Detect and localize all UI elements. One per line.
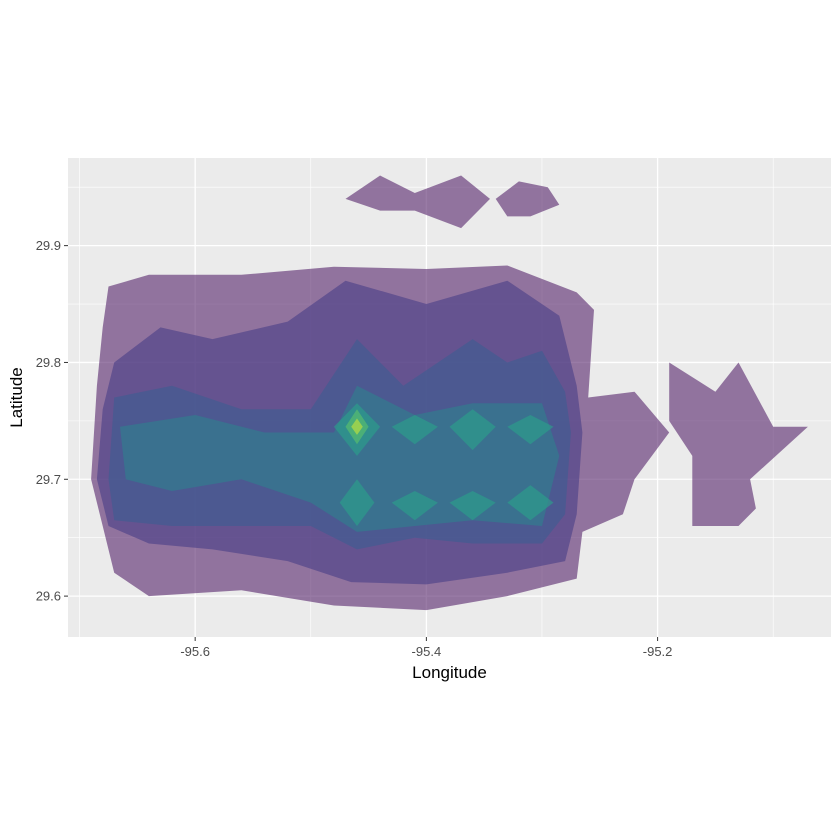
contour-band-level-5	[507, 415, 554, 445]
contour-band-level-1	[495, 181, 560, 217]
x-tick-label: -95.4	[412, 644, 442, 659]
contour-band-level-5	[449, 409, 496, 451]
y-tick-label: 29.8	[36, 355, 61, 370]
contour-band-level-5	[391, 491, 438, 521]
y-tick-label: 29.9	[36, 238, 61, 253]
y-axis-title: Latitude	[7, 367, 26, 428]
contour-fills	[91, 175, 808, 611]
contour-band-level-1	[345, 175, 490, 229]
contour-band-level-7	[351, 418, 363, 435]
x-tick-label: -95.2	[643, 644, 673, 659]
contour-band-level-4	[120, 385, 560, 532]
contour-band-level-5	[507, 485, 554, 521]
contour-band-level-1	[669, 362, 808, 526]
contour-band-level-5	[449, 491, 496, 521]
x-tick-label: -95.6	[180, 644, 210, 659]
x-axis-title: Longitude	[412, 663, 487, 682]
y-tick-label: 29.7	[36, 472, 61, 487]
contour-band-level-5	[391, 415, 438, 445]
contour-band-level-5	[339, 479, 375, 526]
y-tick-label: 29.6	[36, 589, 61, 604]
axes: -95.6 -95.4 -95.2 29.6 29.7 29.8 29.9	[36, 238, 673, 659]
